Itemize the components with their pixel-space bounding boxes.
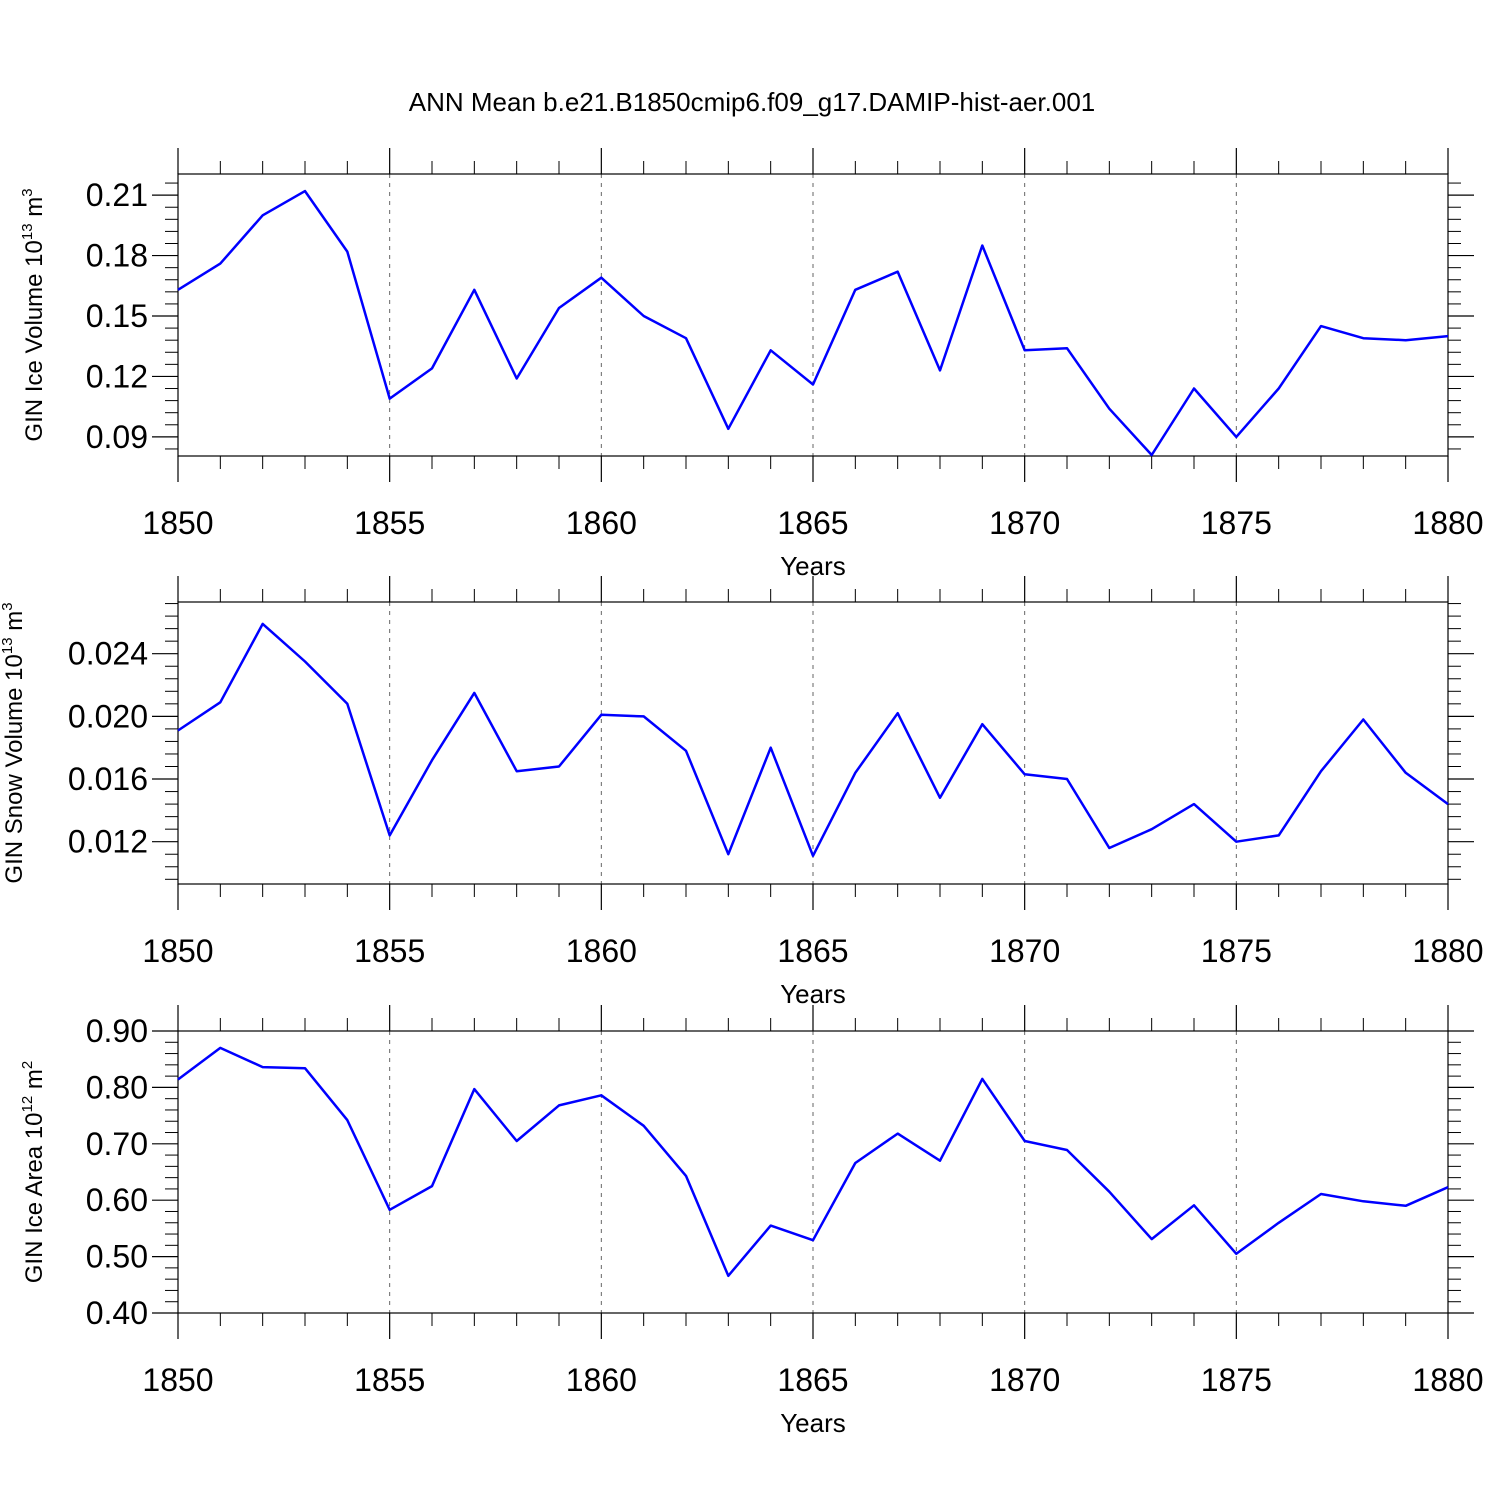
y-tick-label: 0.012 — [68, 824, 148, 860]
panels: 0.09 0.12 0.15 0.18 0.21 1850 1855 1860 1865 1870… — [0, 148, 1484, 1438]
x-tick-label: 1855 — [354, 1362, 425, 1398]
y-axis-label: GIN Snow Volume 1013 m3 — [0, 602, 28, 883]
x-tick-label: 1880 — [1412, 1362, 1483, 1398]
x-tick-label: 1860 — [566, 1362, 637, 1398]
series-line — [177, 1046, 1449, 1278]
chart-title: ANN Mean b.e21.B1850cmip6.f09_g17.DAMIP-… — [409, 87, 1096, 117]
y-tick-label: 0.09 — [86, 419, 148, 455]
x-tick-label: 1850 — [142, 505, 213, 541]
panel-2: 0.012 0.016 0.020 0.024 1850 1855 1860 1865 1870… — [0, 576, 1484, 1009]
y-axis-label: GIN Ice Volume 1013 m3 — [19, 188, 48, 441]
x-tick-label: 1875 — [1201, 933, 1272, 969]
x-tick-label: 1860 — [566, 933, 637, 969]
x-tick-label: 1865 — [777, 505, 848, 541]
y-tick-label: 0.024 — [68, 636, 148, 672]
panel-1: 0.09 0.12 0.15 0.18 0.21 1850 1855 1860 1865 1870… — [19, 148, 1484, 581]
y-tick-label: 0.21 — [86, 177, 148, 213]
y-tick-label: 0.40 — [86, 1295, 148, 1331]
x-tick-label: 1860 — [566, 505, 637, 541]
x-tick-label: 1870 — [989, 505, 1060, 541]
y-tick-label: 0.12 — [86, 358, 148, 394]
x-tick-label: 1855 — [354, 505, 425, 541]
x-tick-label: 1855 — [354, 933, 425, 969]
x-tick-label: 1880 — [1412, 505, 1483, 541]
y-tick-label: 0.80 — [86, 1069, 148, 1105]
y-tick-label: 0.60 — [86, 1182, 148, 1218]
series-line — [177, 189, 1449, 457]
y-axis-label: GIN Ice Area 1012 m2 — [19, 1061, 48, 1283]
x-axis-label: Years — [780, 1408, 846, 1438]
plot-frame — [177, 601, 1449, 885]
x-tick-label: 1865 — [777, 933, 848, 969]
y-tick-label: 0.18 — [86, 238, 148, 274]
y-tick-label: 0.70 — [86, 1126, 148, 1162]
panel-3: 0.40 0.50 0.60 0.70 0.80 0.90 1850 1855 1860 1865… — [19, 1005, 1484, 1438]
x-tick-label: 1850 — [142, 933, 213, 969]
x-tick-label: 1880 — [1412, 933, 1483, 969]
x-tick-label: 1875 — [1201, 1362, 1272, 1398]
x-tick-label: 1870 — [989, 1362, 1060, 1398]
y-tick-label: 0.020 — [68, 698, 148, 734]
x-tick-label: 1875 — [1201, 505, 1272, 541]
y-tick-label: 0.15 — [86, 298, 148, 334]
x-tick-label: 1850 — [142, 1362, 213, 1398]
x-axis-label: Years — [780, 979, 846, 1009]
y-tick-label: 0.90 — [86, 1013, 148, 1049]
x-tick-label: 1865 — [777, 1362, 848, 1398]
plot-frame — [177, 1030, 1449, 1314]
series-line — [177, 622, 1449, 858]
y-tick-label: 0.50 — [86, 1239, 148, 1275]
x-tick-label: 1870 — [989, 933, 1060, 969]
y-tick-label: 0.016 — [68, 761, 148, 797]
